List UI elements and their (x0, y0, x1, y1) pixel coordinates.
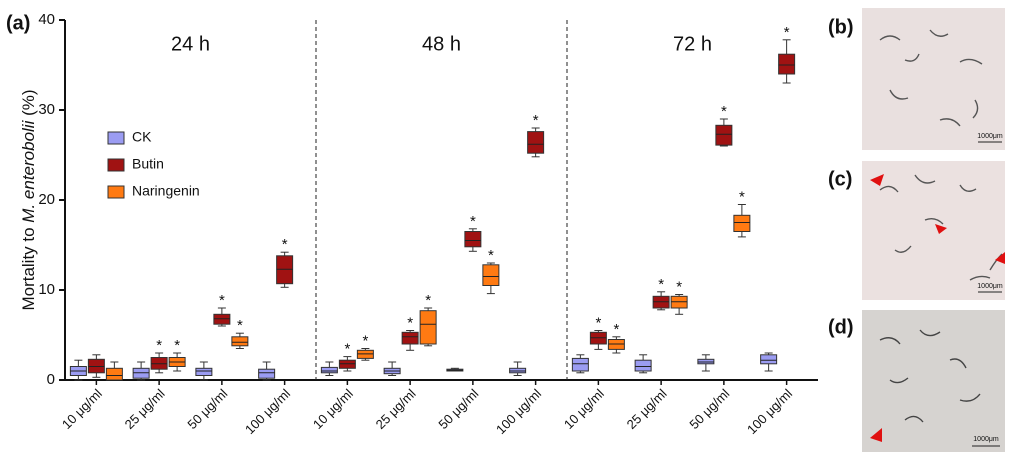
scale-label: 1000μm (977, 133, 1003, 140)
box (734, 215, 750, 231)
image-b: 1000μm (b) (828, 8, 1005, 150)
x-tick-label: 25 μg/ml (373, 386, 419, 432)
y-tick-label: 0 (47, 371, 55, 388)
significance: * (721, 103, 727, 120)
scale-label: 1000μm (977, 283, 1003, 290)
panel-label: (a) (6, 12, 30, 34)
scale-label: 1000μm (973, 436, 999, 443)
significance: * (237, 317, 243, 334)
x-tick-label: 10 μg/ml (59, 386, 105, 432)
significance: * (174, 337, 180, 354)
panel-title: 24 h (171, 33, 210, 55)
figure: (a) Mortality to M. enterobolii (%) 1000… (0, 0, 1010, 459)
image-c: 1000μm (c) (828, 161, 1005, 300)
legend-label: Butin (132, 156, 164, 172)
y-axis-label: Mortality to M. enterobolii (%) (19, 89, 38, 310)
box (259, 369, 275, 378)
y-tick-label: 20 (38, 191, 55, 208)
box (196, 368, 212, 375)
micrograph (862, 310, 1005, 452)
box (106, 368, 122, 380)
x-tick-label: 100 μg/ml (744, 386, 795, 437)
legend-swatch (108, 186, 124, 198)
x-tick-label: 100 μg/ml (493, 386, 544, 437)
x-tick-label: 100 μg/ml (242, 386, 293, 437)
significance: * (156, 337, 162, 354)
significance: * (784, 24, 790, 41)
y-label-part: Mortality to (19, 223, 38, 311)
panel-title: 48 h (422, 33, 461, 55)
x-tick-label: 50 μg/ml (686, 386, 732, 432)
x-tick-label: 25 μg/ml (624, 386, 670, 432)
box (420, 311, 436, 344)
significance: * (425, 292, 431, 309)
significance: * (595, 314, 601, 331)
box (572, 358, 588, 371)
significance: * (658, 276, 664, 293)
panel-title: 72 h (673, 33, 712, 55)
legend-swatch (108, 132, 124, 144)
significance: * (219, 292, 225, 309)
micrograph (862, 8, 1005, 150)
box (635, 360, 651, 371)
legend-label: CK (132, 129, 152, 145)
significance: * (470, 213, 476, 230)
legend-swatch (108, 159, 124, 171)
significance: * (282, 236, 288, 253)
box (716, 125, 732, 145)
box (779, 54, 795, 74)
box (402, 332, 418, 344)
y-tick-label: 40 (38, 11, 55, 28)
x-tick-label: 50 μg/ml (435, 386, 481, 432)
significance: * (362, 332, 368, 349)
image-label: (b) (828, 16, 854, 38)
x-tick-label: 50 μg/ml (184, 386, 230, 432)
box (761, 355, 777, 364)
y-tick-label: 10 (38, 281, 55, 298)
box (321, 367, 337, 372)
box (465, 232, 481, 247)
x-tick-label: 10 μg/ml (561, 386, 607, 432)
x-tick-label: 25 μg/ml (122, 386, 168, 432)
y-label-part: (%) (19, 89, 38, 120)
x-tick-label: 10 μg/ml (310, 386, 356, 432)
significance: * (407, 314, 413, 331)
legend-label: Naringenin (132, 183, 200, 199)
y-tick-label: 30 (38, 101, 55, 118)
image-label: (c) (828, 168, 852, 190)
significance: * (739, 188, 745, 205)
image-d: 1000μm (d) (828, 310, 1005, 452)
box (528, 132, 544, 154)
significance: * (533, 112, 539, 129)
box (232, 337, 248, 346)
image-label: (d) (828, 316, 854, 338)
significance: * (344, 341, 350, 358)
significance: * (488, 247, 494, 264)
y-label-part: M. enterobolii (19, 119, 38, 222)
significance: * (676, 278, 682, 295)
significance: * (613, 321, 619, 338)
box (483, 265, 499, 286)
